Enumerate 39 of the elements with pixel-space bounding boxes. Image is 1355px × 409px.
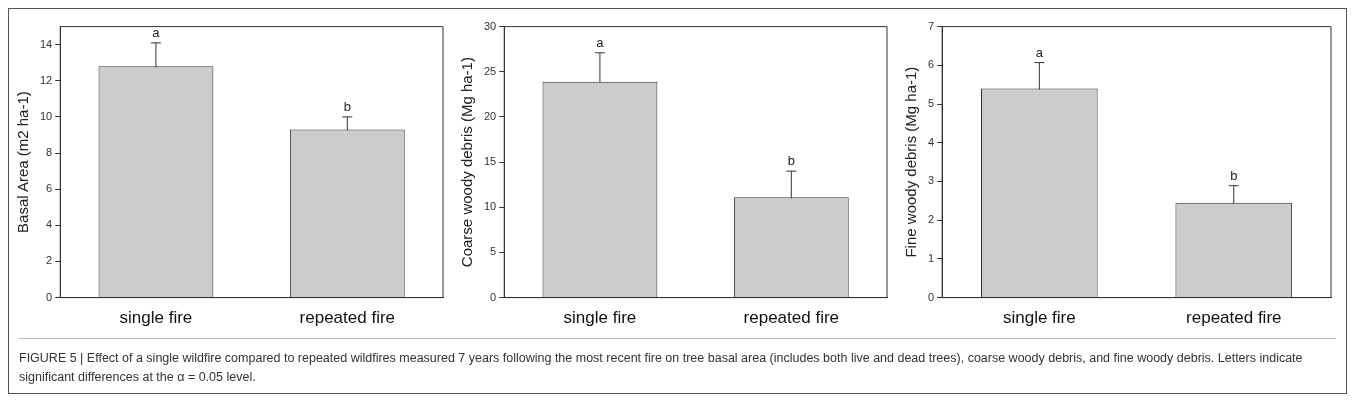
annotation: a	[596, 34, 605, 50]
y-tick-label: 4	[927, 135, 935, 148]
annotation: a	[152, 24, 161, 40]
y-tick-label: 6	[46, 182, 53, 195]
x-tick-label: repeated fire	[743, 308, 840, 328]
y-tick-label: 5	[927, 97, 935, 110]
caption: FIGURE 5 | Effect of a single wildfire compared to repeated wildfires measured 7 years following the most recent fire on tree basal area (includes both live and dead trees), coarse woody debris, and fine woody debris. Letters indicate significant differences at the α = 0.05 level.	[19, 338, 1336, 388]
y-tick-label: 14	[39, 37, 53, 50]
y-tick-label: 8	[46, 146, 53, 159]
y-tick-label: 2	[46, 254, 53, 267]
x-tick-label: repeated fire	[299, 308, 396, 328]
y-tick-label: 4	[46, 218, 53, 231]
y-tick-label: 0	[46, 290, 53, 303]
annotation: b	[343, 99, 351, 115]
annotation: a	[1035, 44, 1044, 60]
y-tick-label: 6	[927, 58, 935, 71]
annotation: b	[787, 153, 795, 169]
y-tick-label: 0	[490, 290, 497, 303]
y-tick-label: 7	[927, 19, 935, 32]
y-tick-label: 30	[483, 19, 497, 32]
y-axis-title: Basal Area (m2 ha-1)	[14, 91, 32, 233]
annotation: b	[1230, 167, 1238, 183]
x-tick-label: single fire	[1002, 308, 1076, 328]
y-tick-label: 0	[927, 290, 935, 303]
y-tick-label: 10	[39, 109, 53, 122]
y-axis-title: Coarse woody debris (Mg ha-1)	[458, 57, 476, 268]
y-tick-label: 3	[927, 174, 935, 187]
y-tick-label: 2	[927, 213, 935, 226]
y-tick-label: 25	[483, 64, 497, 77]
y-tick-label: 5	[490, 245, 497, 258]
y-tick-label: 15	[483, 155, 497, 168]
x-tick-label: repeated fire	[1186, 308, 1282, 328]
y-tick-label: 1	[927, 251, 935, 264]
y-tick-label: 10	[483, 200, 497, 213]
y-tick-label: 12	[39, 73, 53, 86]
x-tick-label: single fire	[563, 308, 637, 328]
y-axis-title: Fine woody debris (Mg ha-1)	[902, 66, 920, 258]
x-tick-label: single fire	[119, 308, 193, 328]
y-tick-label: 20	[483, 109, 497, 122]
